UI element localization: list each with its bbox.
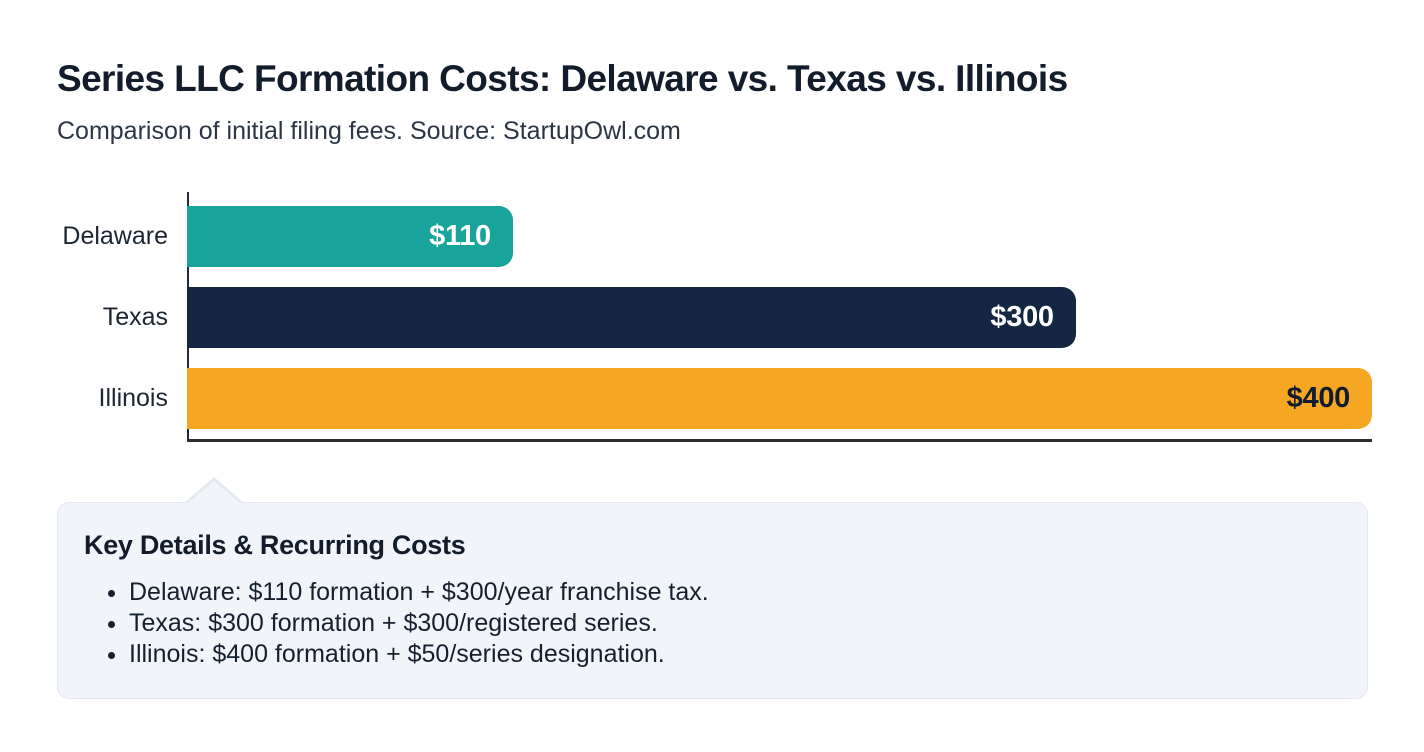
bar-chart: Delaware $110 Texas $300 Illinois $400: [57, 192, 1372, 442]
callout-heading: Key Details & Recurring Costs: [84, 530, 466, 560]
callout-list-item: Delaware: $110 formation + $300/year fra…: [129, 577, 1337, 608]
bar-track: $110: [187, 206, 1372, 267]
bar-illinois: $400: [187, 368, 1372, 429]
bar-track: $400: [187, 368, 1372, 429]
callout-list: Delaware: $110 formation + $300/year fra…: [84, 577, 1337, 670]
bar-value-label: $400: [1286, 382, 1351, 414]
callout-pointer-fill: [187, 481, 241, 504]
chart-row-delaware: Delaware $110: [57, 206, 1372, 267]
chart-row-illinois: Illinois $400: [57, 368, 1372, 429]
category-label: Delaware: [62, 222, 168, 250]
category-label: Illinois: [98, 384, 168, 412]
chart-rows: Delaware $110 Texas $300 Illinois $400: [57, 206, 1372, 429]
bar-value-label: $300: [990, 301, 1054, 333]
bar-texas: $300: [187, 287, 1076, 348]
x-axis-line: [187, 439, 1372, 442]
page-subtitle: Comparison of initial filing fees. Sourc…: [57, 117, 681, 145]
page-title: Series LLC Formation Costs: Delaware vs.…: [57, 58, 1068, 99]
key-details-callout: Key Details & Recurring Costs Delaware: …: [57, 477, 1368, 699]
bar-track: $300: [187, 287, 1372, 348]
callout-list-item: Texas: $300 formation + $300/registered …: [129, 608, 1337, 639]
chart-row-texas: Texas $300: [57, 287, 1372, 348]
bar-delaware: $110: [187, 206, 513, 267]
callout-list-item: Illinois: $400 formation + $50/series de…: [129, 639, 1337, 670]
bar-value-label: $110: [429, 220, 491, 252]
category-label: Texas: [102, 303, 168, 331]
